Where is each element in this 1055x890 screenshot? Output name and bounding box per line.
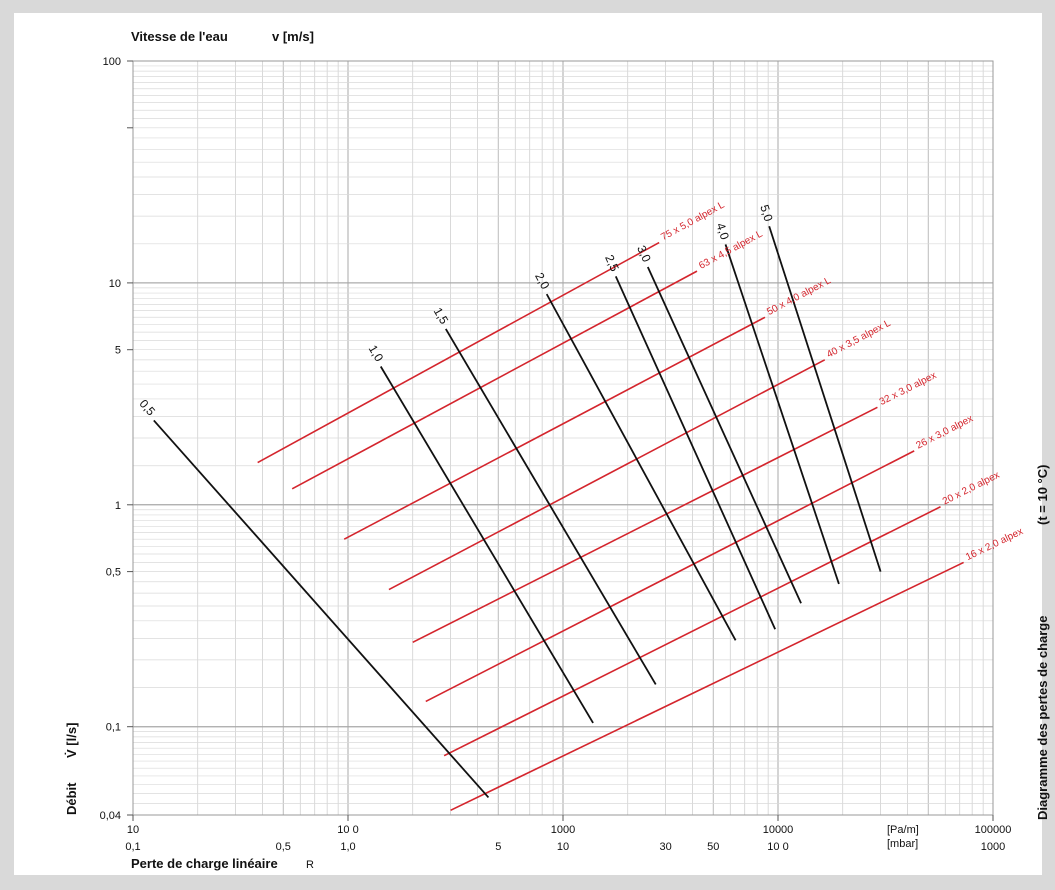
velocity-line — [768, 225, 882, 572]
x-tick-label-mbar: 5 — [495, 841, 501, 853]
y-tick-label: 5 — [115, 345, 121, 357]
pipe-line — [388, 359, 826, 591]
y-axis-symbol: V̇ [l/s] — [64, 723, 79, 758]
x-tick-label-pa: 10000 — [763, 824, 794, 836]
pipe-line — [412, 406, 878, 644]
x-tick-label-pa: 100000 — [975, 824, 1012, 836]
pipe-line — [450, 561, 964, 812]
x-unit-pa: [Pa/m] — [887, 824, 919, 836]
x-tick-label-mbar: 30 — [659, 841, 671, 853]
velocity-label: 2,5 — [602, 253, 622, 274]
x-tick-label-mbar: 1,0 — [340, 841, 355, 853]
x-axis-symbol: R — [306, 859, 314, 871]
x-tick-label-mbar: 10 0 — [767, 841, 788, 853]
vertical-title: Diagramme des pertes de charge — [1035, 616, 1050, 820]
x-unit-mbar: [mbar] — [887, 838, 918, 850]
x-tick-label-mbar: 0,1 — [125, 841, 140, 853]
y-tick-label: 1 — [115, 500, 121, 512]
chart-panel — [14, 13, 1042, 875]
velocity-line — [545, 293, 737, 641]
velocity-line — [379, 366, 594, 724]
vertical-condition: (t = 10 °C) — [1035, 465, 1050, 525]
y-tick-label: 0,1 — [106, 722, 121, 734]
x-tick-label-mbar: 50 — [707, 841, 719, 853]
top-axis-symbol: v [m/s] — [272, 29, 314, 44]
y-tick-label: 10 — [109, 278, 121, 290]
x-axis-label: Perte de charge linéaire — [131, 856, 278, 871]
pipe-line — [425, 450, 915, 703]
velocity-label: 5,0 — [757, 203, 776, 223]
velocity-label: 4,0 — [713, 221, 732, 242]
series-layer — [153, 225, 964, 812]
velocity-line — [445, 328, 657, 685]
velocity-line — [153, 419, 490, 799]
velocity-line — [646, 266, 802, 604]
y-tick-label: 0,5 — [106, 567, 121, 579]
y-tick-label: 0,04 — [100, 810, 121, 822]
pipe-line — [343, 316, 766, 540]
x-tick-label-mbar: 10 — [557, 841, 569, 853]
x-tick-label-pa: 10 — [127, 824, 139, 836]
x-tick-label-mbar: 1000 — [981, 841, 1005, 853]
y-axis-label: Débit — [64, 782, 79, 815]
velocity-line — [724, 244, 840, 585]
x-tick-label-pa: 10 0 — [337, 824, 358, 836]
velocity-label: 3,0 — [634, 243, 654, 264]
pipe-line — [443, 506, 941, 757]
pipe-line — [257, 241, 660, 464]
x-tick-label-pa: 1000 — [551, 824, 575, 836]
y-tick-label: 100 — [103, 56, 121, 68]
top-axis-label: Vitesse de l'eau — [131, 29, 228, 44]
x-tick-label-mbar: 0,5 — [276, 841, 291, 853]
velocity-line — [614, 276, 776, 630]
